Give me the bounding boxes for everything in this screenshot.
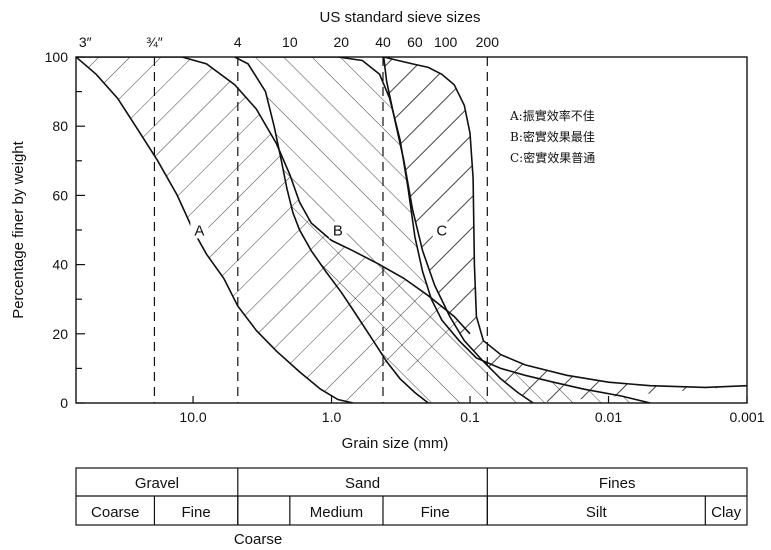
- y-axis-label: Percentage finer by weight: [10, 140, 27, 318]
- band-labels: A B C: [190, 221, 451, 239]
- subclass-coarse: Coarse: [91, 504, 139, 521]
- y-tick-label: 20: [52, 326, 68, 342]
- legend: A:振實效率不佳 B:密實效果最佳 C:密實效果普通: [509, 108, 595, 165]
- band-b-area: [234, 57, 651, 403]
- sieve-dashed-lines: [153, 57, 488, 403]
- top-tick-label: 4: [234, 34, 242, 50]
- top-tick-label: 60: [407, 34, 423, 50]
- y-tick-label: 0: [60, 395, 68, 411]
- band-a-lower-curve: [76, 57, 354, 403]
- coarse-sand-label: Coarse: [234, 531, 282, 548]
- band-c-lower-curve: [382, 57, 534, 403]
- subclass-clay: Clay: [711, 504, 742, 521]
- subclass-silt: Silt: [586, 504, 608, 521]
- y-tick-label: 100: [45, 49, 69, 65]
- band-label-c: C: [436, 222, 447, 239]
- class-fines: Fines: [599, 475, 636, 492]
- band-c-area: [383, 57, 747, 403]
- bands: [76, 57, 747, 403]
- band-b-lower-curve: [234, 57, 429, 403]
- band-c-upper-curve: [383, 57, 747, 389]
- x-tick-label: 0.1: [460, 409, 480, 425]
- y-axis: 0 20 40 60 80 100: [45, 49, 85, 411]
- x-axis-label: Grain size (mm): [342, 435, 449, 452]
- x-tick-label: 1.0: [322, 409, 342, 425]
- top-sieve-ticks: 3″ ¾″ 4 10 20 40 60 100 200: [79, 34, 499, 50]
- x-tick-label: 0.001: [729, 409, 764, 425]
- band-label-background: [432, 221, 451, 239]
- band-label-background: [190, 221, 209, 239]
- subclass-fine: Fine: [421, 504, 450, 521]
- top-tick-label: 10: [282, 34, 298, 50]
- subclass-fine: Fine: [182, 504, 211, 521]
- x-tick-label: 0.01: [595, 409, 622, 425]
- y-tick-label: 60: [52, 187, 68, 203]
- class-sand: Sand: [345, 475, 380, 492]
- band-label-a: A: [194, 222, 204, 239]
- x-axis: 10.0 1.0 0.1 0.01 0.001: [179, 396, 765, 425]
- top-tick-label: 40: [375, 34, 391, 50]
- legend-entry-a: A:振實效率不佳: [509, 108, 595, 123]
- top-tick-label: 20: [334, 34, 350, 50]
- top-tick-label: 200: [476, 34, 500, 50]
- top-axis-title: US standard sieve sizes: [320, 9, 481, 26]
- y-tick-label: 80: [52, 118, 68, 134]
- x-tick-label: 10.0: [179, 409, 206, 425]
- y-tick-label: 40: [52, 257, 68, 273]
- subclass-medium: Medium: [310, 504, 363, 521]
- class-gravel: Gravel: [135, 475, 179, 492]
- legend-entry-c: C:密實效果普通: [510, 150, 595, 165]
- top-tick-label: 3″: [79, 34, 92, 50]
- top-tick-label: 100: [434, 34, 458, 50]
- top-tick-label: ¾″: [146, 34, 163, 50]
- legend-entry-b: B:密實效果最佳: [510, 129, 595, 144]
- band-label-background: [328, 221, 347, 239]
- soil-classification-table: Gravel Sand Fines Coarse Fine Medium Fine Silt C…: [75, 467, 748, 526]
- band-label-b: B: [333, 222, 343, 239]
